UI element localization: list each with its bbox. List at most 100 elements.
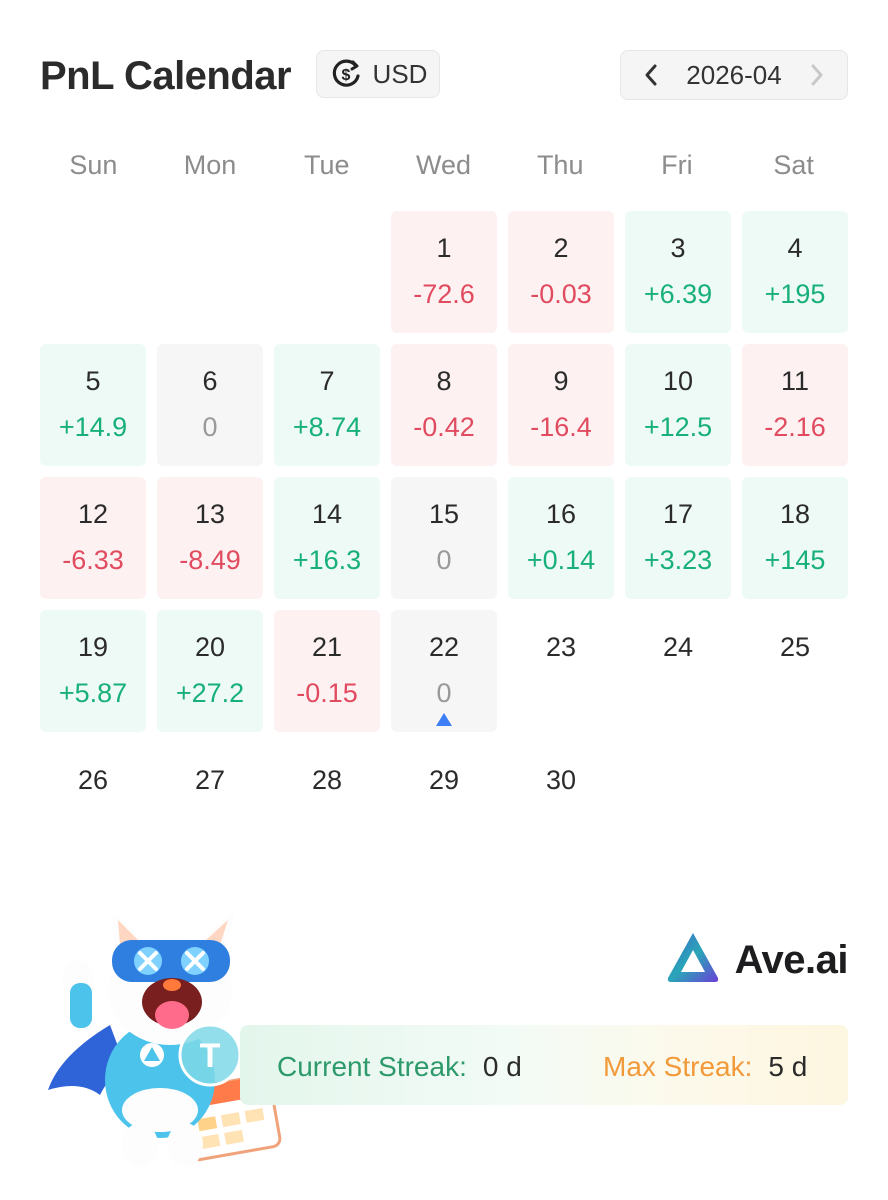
day-number: 12	[77, 499, 109, 529]
day-number: 27	[194, 765, 226, 795]
day-number: 18	[779, 499, 811, 529]
day-pnl: 0	[436, 545, 452, 575]
calendar-day-30: 30	[508, 743, 614, 865]
calendar-day-1[interactable]: 1 -72.6	[391, 211, 497, 333]
calendar-day-20[interactable]: 20 +27.2	[157, 610, 263, 732]
day-pnl: -8.49	[179, 545, 241, 575]
day-number: 11	[780, 366, 810, 396]
calendar-day-26: 26	[40, 743, 146, 865]
currency-label: USD	[372, 58, 428, 89]
day-pnl: +0.14	[526, 545, 596, 575]
calendar-day-12[interactable]: 12 -6.33	[40, 477, 146, 599]
today-marker-icon	[436, 713, 452, 726]
calendar-day-13[interactable]: 13 -8.49	[157, 477, 263, 599]
day-number: 14	[311, 499, 343, 529]
calendar-day-14[interactable]: 14 +16.3	[274, 477, 380, 599]
header: PnL Calendar $ USD 2026-04	[40, 50, 848, 102]
max-streak-label: Max Streak:	[603, 1051, 753, 1082]
ave-logo-icon	[665, 930, 721, 991]
day-pnl: +8.74	[292, 412, 362, 442]
calendar-day-17[interactable]: 17 +3.23	[625, 477, 731, 599]
calendar-empty-cell	[157, 211, 263, 333]
calendar-day-28: 28	[274, 743, 380, 865]
day-number: 30	[545, 765, 577, 795]
calendar-day-2[interactable]: 2 -0.03	[508, 211, 614, 333]
calendar-day-9[interactable]: 9 -16.4	[508, 344, 614, 466]
calendar-day-23: 23	[508, 610, 614, 732]
calendar-day-25: 25	[742, 610, 848, 732]
weekday-label: Sat	[773, 150, 814, 180]
day-pnl: +12.5	[643, 412, 713, 442]
weekday-label: Mon	[183, 150, 237, 180]
day-pnl: +3.23	[643, 545, 713, 575]
day-pnl: +6.39	[643, 279, 713, 309]
day-pnl: +16.3	[292, 545, 362, 575]
max-streak-value: 5 d	[768, 1051, 808, 1082]
chevron-right-icon[interactable]	[809, 63, 825, 87]
day-pnl: +14.9	[58, 412, 128, 442]
day-number: 24	[662, 632, 694, 662]
calendar-day-22[interactable]: 22 0	[391, 610, 497, 732]
day-number: 22	[428, 632, 460, 662]
calendar-day-7[interactable]: 7 +8.74	[274, 344, 380, 466]
day-pnl: -0.15	[296, 678, 358, 708]
max-streak: Max Streak: 5 d	[603, 1051, 807, 1083]
streak-bar: Current Streak: 0 d Max Streak: 5 d	[240, 1025, 848, 1105]
day-pnl: -16.4	[530, 412, 592, 442]
calendar-day-18[interactable]: 18 +145	[742, 477, 848, 599]
month-selector: 2026-04	[620, 50, 848, 100]
day-number: 17	[662, 499, 694, 529]
calendar-day-27: 27	[157, 743, 263, 865]
day-pnl: 0	[436, 678, 452, 708]
calendar-day-3[interactable]: 3 +6.39	[625, 211, 731, 333]
weekday-label: Thu	[536, 150, 584, 180]
calendar-day-8[interactable]: 8 -0.42	[391, 344, 497, 466]
day-pnl: +145	[764, 545, 826, 575]
weekday-header: Sun Mon Tue Wed Thu Fri Sat	[35, 150, 852, 181]
current-streak-value: 0 d	[482, 1051, 522, 1082]
day-pnl: +195	[764, 279, 826, 309]
day-pnl: +27.2	[175, 678, 245, 708]
calendar-day-21[interactable]: 21 -0.15	[274, 610, 380, 732]
weekday-label: Wed	[415, 150, 471, 180]
chevron-left-icon[interactable]	[643, 63, 659, 87]
day-number: 6	[202, 366, 218, 396]
calendar-day-10[interactable]: 10 +12.5	[625, 344, 731, 466]
weekday-label: Tue	[304, 150, 350, 180]
brand-logo: Ave.ai	[665, 930, 849, 991]
calendar-day-4[interactable]: 4 +195	[742, 211, 848, 333]
currency-button[interactable]: $ USD	[316, 50, 440, 98]
calendar-day-16[interactable]: 16 +0.14	[508, 477, 614, 599]
day-pnl: 0	[202, 412, 218, 442]
day-number: 4	[787, 233, 803, 263]
calendar-grid: 1 -72.6 2 -0.03 3 +6.39 4 +195 5 +14.9 6 0 7 +8.74 8 -0…	[40, 211, 848, 865]
day-number: 16	[545, 499, 577, 529]
day-number: 10	[662, 366, 694, 396]
day-number: 8	[436, 366, 452, 396]
day-number: 19	[77, 632, 109, 662]
weekday-label: Sun	[69, 150, 118, 180]
day-number: 13	[194, 499, 226, 529]
day-pnl: +5.87	[58, 678, 128, 708]
day-pnl: -0.42	[413, 412, 475, 442]
day-pnl: -6.33	[62, 545, 124, 575]
day-number: 2	[553, 233, 569, 263]
day-number: 28	[311, 765, 343, 795]
calendar-day-5[interactable]: 5 +14.9	[40, 344, 146, 466]
page-title: PnL Calendar	[40, 54, 292, 98]
month-label: 2026-04	[686, 59, 782, 90]
day-number: 5	[85, 366, 101, 396]
calendar-day-15[interactable]: 15 0	[391, 477, 497, 599]
current-streak-label: Current Streak:	[277, 1051, 467, 1082]
day-number: 9	[553, 366, 569, 396]
day-pnl: -0.03	[530, 279, 592, 309]
calendar-day-19[interactable]: 19 +5.87	[40, 610, 146, 732]
day-number: 15	[428, 499, 460, 529]
calendar-day-11[interactable]: 11 -2.16	[742, 344, 848, 466]
calendar-day-24: 24	[625, 610, 731, 732]
current-streak: Current Streak: 0 d	[277, 1051, 522, 1083]
day-pnl: -2.16	[764, 412, 826, 442]
day-number: 3	[670, 233, 686, 263]
day-number: 1	[436, 233, 452, 263]
